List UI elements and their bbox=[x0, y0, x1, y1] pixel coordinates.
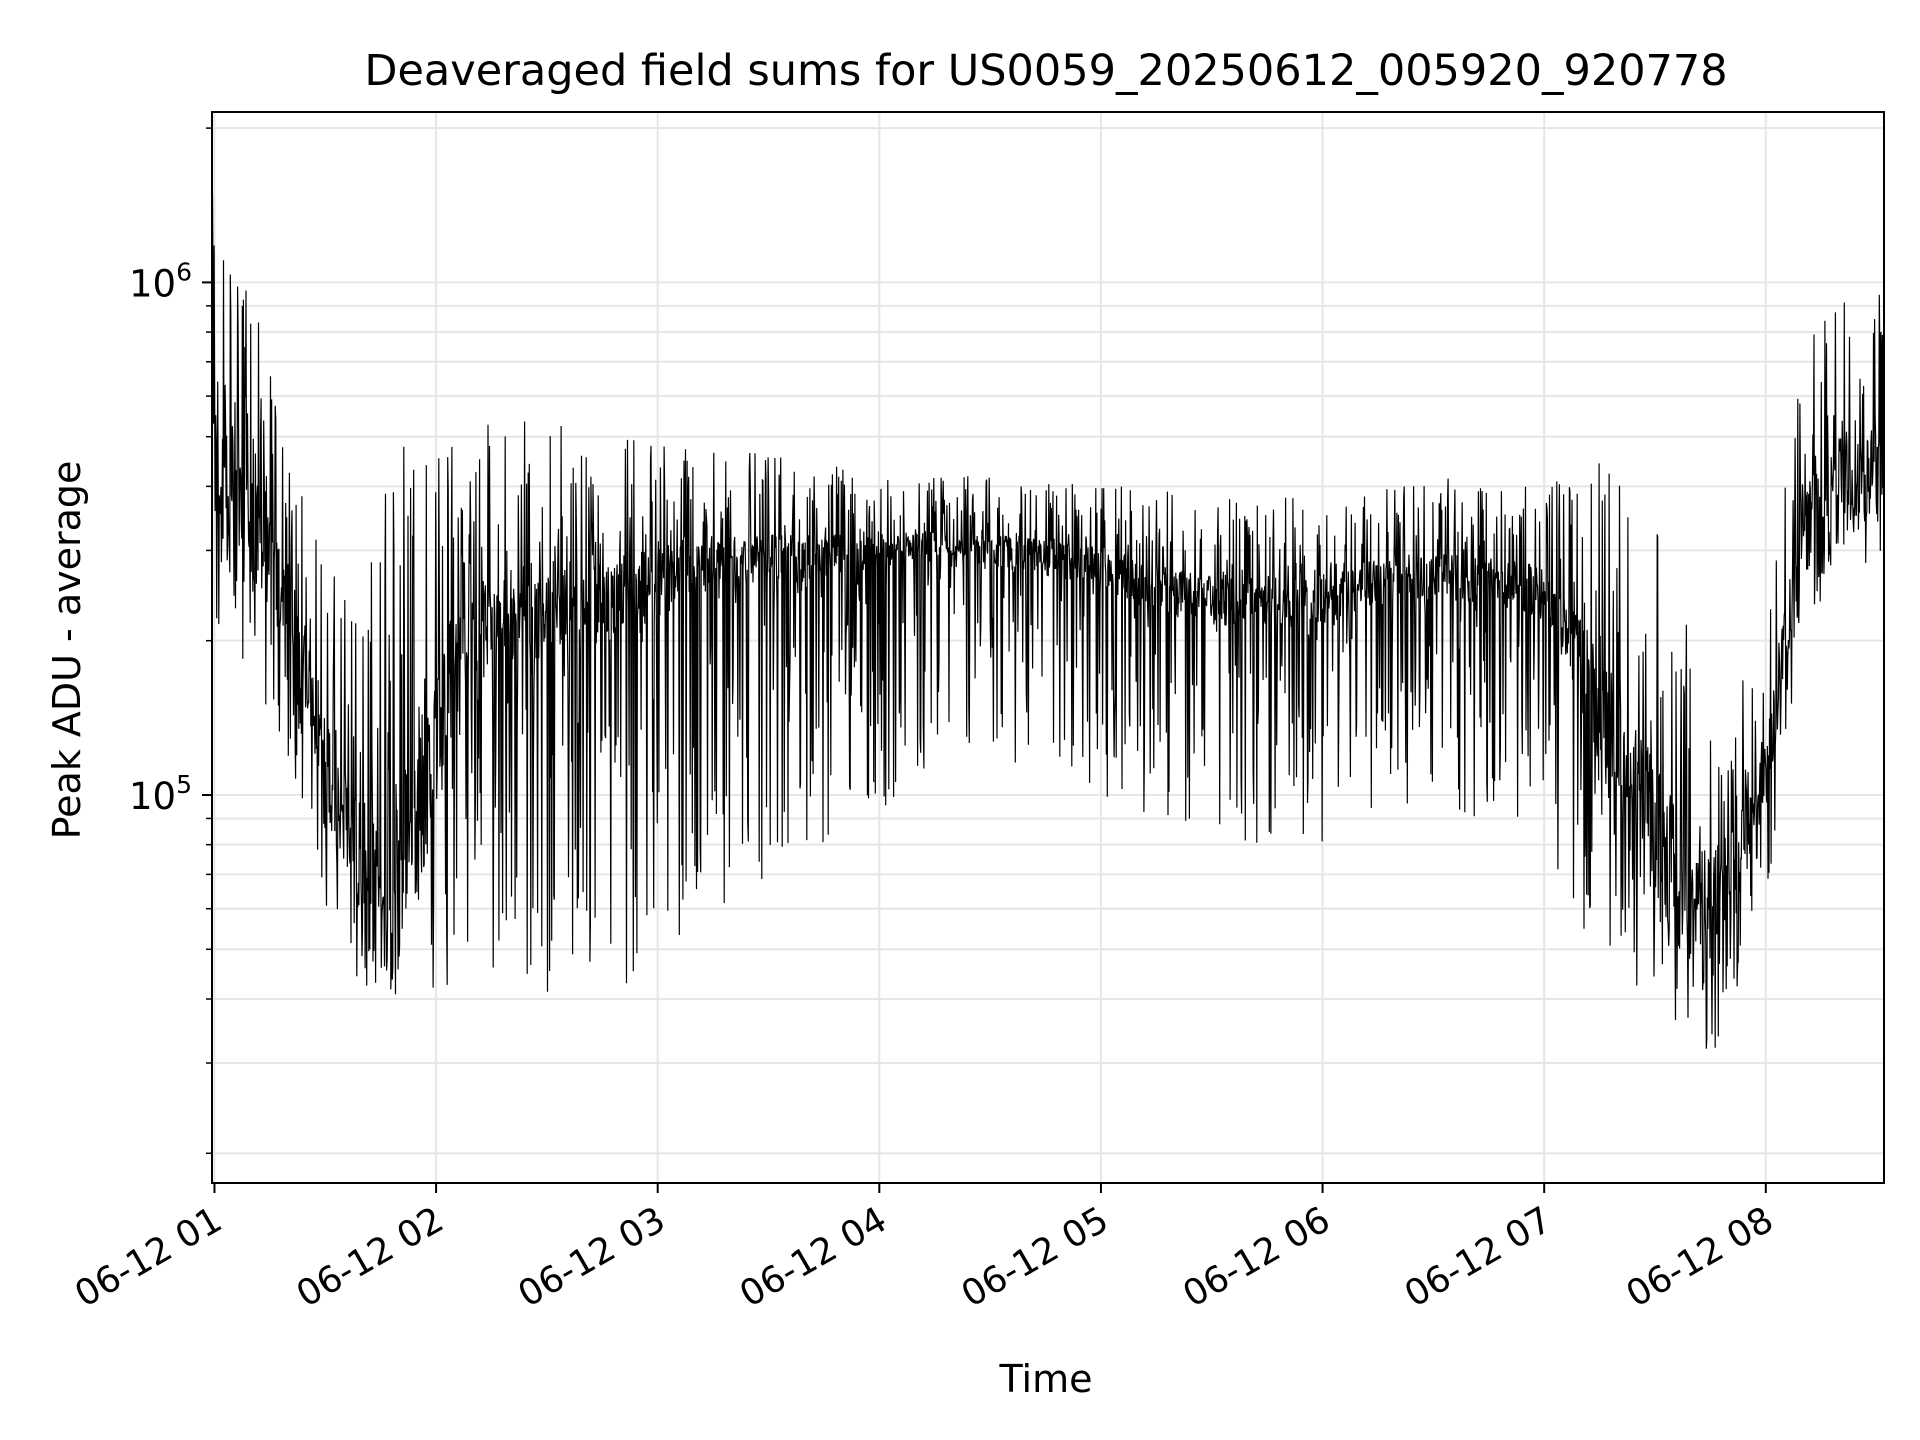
x-tick-label: 06-12 07 bbox=[1398, 1199, 1559, 1315]
x-tick-label: 06-12 01 bbox=[68, 1199, 229, 1315]
x-tick-label: 06-12 08 bbox=[1620, 1199, 1781, 1315]
x-tick-label: 06-12 05 bbox=[955, 1199, 1116, 1315]
chart-title: Deaveraged field sums for US0059_2025061… bbox=[364, 46, 1727, 96]
data-series bbox=[211, 194, 1885, 1049]
x-tick-label: 06-12 02 bbox=[290, 1199, 451, 1315]
x-axis-label: Time bbox=[999, 1357, 1093, 1401]
y-tick-label: 106 bbox=[129, 257, 192, 305]
y-tick-label: 105 bbox=[129, 770, 192, 818]
x-tick-label: 06-12 06 bbox=[1176, 1199, 1337, 1315]
x-tick-label: 06-12 04 bbox=[733, 1199, 894, 1315]
x-tick-label: 06-12 03 bbox=[512, 1199, 673, 1315]
plot-area-frame bbox=[211, 111, 1885, 1184]
series-line bbox=[211, 194, 1885, 1049]
y-axis-label: Peak ADU - average bbox=[45, 461, 89, 840]
